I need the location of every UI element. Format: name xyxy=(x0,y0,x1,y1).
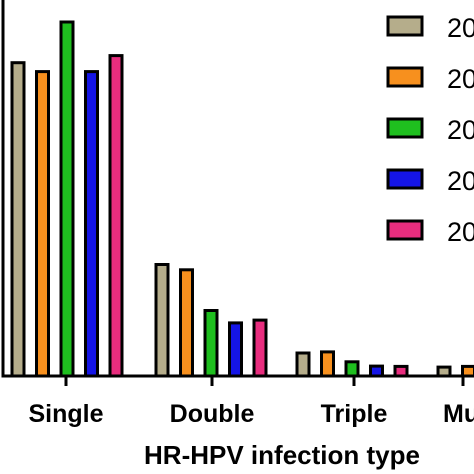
legend-swatch-1 xyxy=(386,15,424,37)
bar-double-series-1 xyxy=(154,263,170,378)
legend-swatch-2 xyxy=(386,66,424,88)
legend-item-3: 20 xyxy=(386,115,474,145)
legend-swatch-4 xyxy=(386,168,424,190)
legend-item-2: 20 xyxy=(386,64,474,94)
bar-single-series-3 xyxy=(59,20,75,378)
x-tick-label-single: Single xyxy=(28,400,103,428)
bar-triple-series-3 xyxy=(344,360,360,378)
legend-label-4: 20 xyxy=(447,166,474,196)
bars-group xyxy=(10,20,474,378)
legend-item-4: 20 xyxy=(386,166,474,196)
x-axis-ticks xyxy=(64,376,465,386)
bar-single-series-4 xyxy=(84,70,99,378)
bar-triple-series-2 xyxy=(320,350,335,378)
bar-double-series-4 xyxy=(228,321,243,378)
x-axis-title: HR-HPV infection type xyxy=(144,440,420,470)
legend-item-1: 20 xyxy=(386,13,474,43)
legend-label-1: 20 xyxy=(447,13,474,43)
legend-swatch-5 xyxy=(386,219,424,241)
legend-label-3: 20 xyxy=(447,115,474,145)
bar-double-series-2 xyxy=(179,268,194,378)
bar-double-series-3 xyxy=(203,309,219,378)
bar-single-series-2 xyxy=(35,70,50,378)
x-tick-label-multiple: Mu xyxy=(443,400,474,428)
legend: 20 20 20 20 20 xyxy=(386,13,474,247)
legend-label-5: 20 xyxy=(447,217,474,247)
bar-single-series-5 xyxy=(108,54,124,378)
bar-single-series-1 xyxy=(10,61,26,378)
legend-swatch-3 xyxy=(386,117,424,139)
legend-label-2: 20 xyxy=(447,64,474,94)
x-tick-label-triple: Triple xyxy=(321,400,388,428)
bar-triple-series-1 xyxy=(295,351,311,378)
x-tick-label-double: Double xyxy=(170,400,255,428)
bar-double-series-5 xyxy=(252,318,268,378)
legend-item-5: 20 xyxy=(386,217,474,247)
x-tick-labels: Single Double Triple Mu xyxy=(28,400,474,428)
